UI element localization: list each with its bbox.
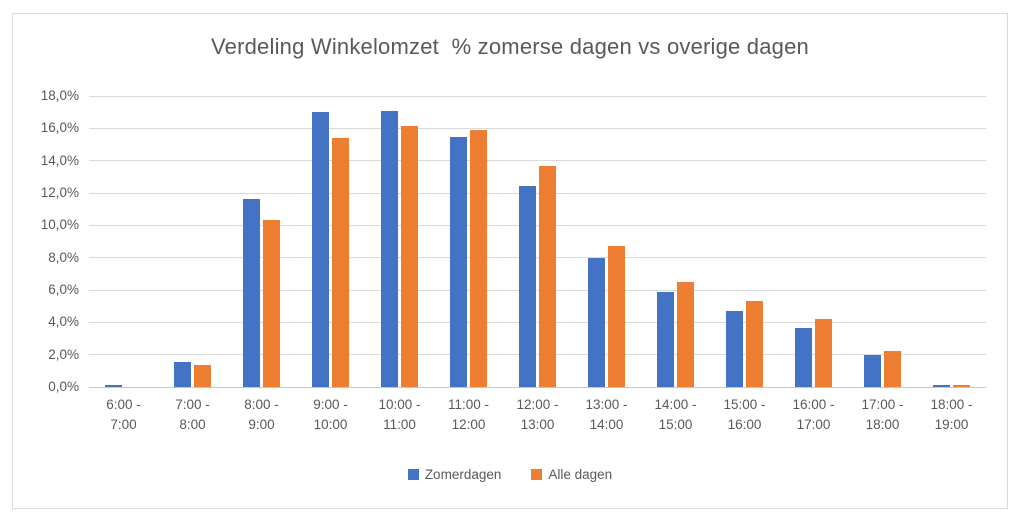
bar-alle-dagen bbox=[263, 220, 280, 387]
bar-alle-dagen bbox=[815, 319, 832, 387]
y-axis-label: 14,0% bbox=[40, 152, 79, 168]
y-axis-label: 18,0% bbox=[40, 88, 79, 103]
legend-label: Alle dagen bbox=[548, 467, 613, 482]
bar-zomerdagen bbox=[105, 385, 122, 387]
gridline bbox=[89, 160, 986, 162]
bar-group bbox=[89, 96, 158, 387]
y-axis-label: 6,0% bbox=[48, 282, 79, 297]
bar-zomerdagen bbox=[243, 199, 260, 387]
x-axis-label: 11:00 -12:00 bbox=[447, 397, 490, 432]
gridline bbox=[89, 289, 986, 291]
y-axis-label: 10,0% bbox=[40, 217, 79, 233]
bar-zomerdagen bbox=[864, 355, 881, 387]
bar-alle-dagen bbox=[401, 125, 418, 387]
x-axis-label: 7:00 -8:00 bbox=[175, 397, 210, 432]
x-axis-label: 14:00 -15:00 bbox=[654, 397, 697, 432]
y-axis-label: 12,0% bbox=[40, 185, 79, 200]
bar-zomerdagen bbox=[933, 384, 950, 387]
bar-zomerdagen bbox=[795, 328, 812, 387]
gridline bbox=[89, 192, 986, 194]
legend-swatch bbox=[407, 469, 419, 480]
plot-area bbox=[89, 95, 986, 388]
x-axis-label: 10:00 -11:00 bbox=[378, 397, 421, 432]
y-axis: 0,0% 2,0% 4,0% 6,0% 8,0% 10,0% 12,0% 14,0% 16,0%… bbox=[13, 14, 79, 508]
bar-zomerdagen bbox=[450, 137, 467, 387]
bar-group bbox=[779, 96, 848, 387]
x-axis-label: 9:00 -10:00 bbox=[313, 397, 348, 432]
bar-group bbox=[503, 96, 572, 387]
bar-group bbox=[641, 96, 710, 387]
gridline bbox=[89, 386, 986, 388]
legend-swatch bbox=[531, 469, 543, 480]
chart-frame: Verdeling Winkelomzet % zomerse dagen vs… bbox=[12, 13, 1008, 509]
bar-zomerdagen bbox=[381, 110, 398, 387]
x-axis-label: 8:00 -9:00 bbox=[244, 397, 279, 432]
bar-group bbox=[227, 96, 296, 387]
bar-alle-dagen bbox=[470, 129, 487, 387]
legend-label: Zomerdagen bbox=[424, 467, 502, 482]
bar-alle-dagen bbox=[746, 301, 763, 387]
bar-alle-dagen bbox=[332, 138, 349, 387]
legend: Zomerdagen Alle dagen bbox=[13, 467, 1007, 482]
bar-alle-dagen bbox=[608, 246, 625, 387]
bar-group bbox=[572, 96, 641, 387]
bar-zomerdagen bbox=[174, 361, 191, 387]
gridline bbox=[89, 321, 986, 323]
gridline bbox=[89, 95, 986, 97]
bar-group bbox=[917, 96, 986, 387]
x-axis-label: 13:00 -14:00 bbox=[585, 397, 628, 432]
bar-group bbox=[434, 96, 503, 387]
bar-group bbox=[848, 96, 917, 387]
chart-title: Verdeling Winkelomzet % zomerse dagen vs… bbox=[211, 34, 809, 59]
x-axis-label: 18:00 -19:00 bbox=[930, 397, 973, 432]
bar-alle-dagen bbox=[953, 385, 970, 387]
bar-alle-dagen bbox=[884, 351, 901, 387]
bar-alle-dagen bbox=[539, 165, 556, 387]
y-axis-label: 2,0% bbox=[48, 346, 79, 362]
gridline bbox=[89, 354, 986, 356]
x-axis-label: 16:00 -17:00 bbox=[792, 397, 835, 432]
bar-alle-dagen bbox=[677, 281, 694, 387]
bar-group bbox=[158, 96, 227, 387]
bar-group bbox=[365, 96, 434, 387]
y-axis-label: 16,0% bbox=[40, 120, 79, 136]
x-axis-label: 6:00 -7:00 bbox=[106, 397, 141, 432]
legend-item-alle-dagen: Alle dagen bbox=[531, 467, 612, 482]
x-axis: 6:00 -7:00 7:00 -8:00 8:00 -9:00 9:00 -10:0… bbox=[89, 395, 986, 439]
bar-zomerdagen bbox=[657, 292, 674, 387]
y-axis-label: 8,0% bbox=[48, 249, 79, 265]
bar-group bbox=[296, 96, 365, 387]
bar-group bbox=[710, 96, 779, 387]
gridline bbox=[89, 257, 986, 259]
bar-alle-dagen bbox=[194, 365, 211, 387]
bar-zomerdagen bbox=[519, 185, 536, 387]
x-axis-label: 15:00 -16:00 bbox=[723, 397, 766, 432]
x-axis-label: 17:00 -18:00 bbox=[861, 397, 904, 432]
bar-zomerdagen bbox=[588, 258, 605, 387]
x-axis-label: 12:00 -13:00 bbox=[516, 397, 559, 432]
y-axis-label: 4,0% bbox=[48, 314, 79, 330]
gridline bbox=[89, 127, 986, 129]
legend-item-zomerdagen: Zomerdagen bbox=[407, 467, 502, 482]
y-axis-label: 0,0% bbox=[48, 379, 79, 394]
gridline bbox=[89, 224, 986, 226]
bar-zomerdagen bbox=[312, 112, 329, 387]
bar-zomerdagen bbox=[726, 311, 743, 387]
